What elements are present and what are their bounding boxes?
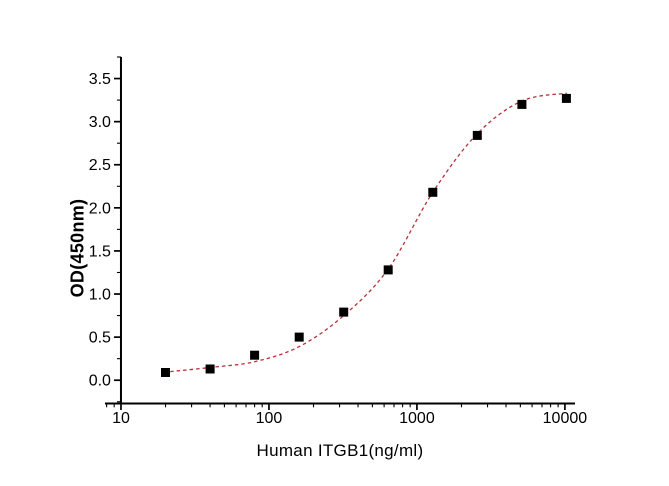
data-point-marker bbox=[428, 187, 438, 197]
data-point-marker bbox=[161, 368, 170, 377]
data-point-marker bbox=[339, 307, 349, 317]
y-tick-label: 2.0 bbox=[89, 200, 111, 217]
x-tick-label: 10000 bbox=[543, 410, 588, 427]
y-tick-label: 1.0 bbox=[89, 287, 111, 304]
x-axis-title: Human ITGB1(ng/ml) bbox=[256, 441, 424, 460]
y-tick-label: 3.5 bbox=[89, 71, 111, 88]
y-tick-label: 1.5 bbox=[89, 243, 111, 260]
x-tick-label: 10 bbox=[112, 410, 130, 427]
data-point-marker bbox=[294, 332, 304, 342]
y-tick-label: 0.0 bbox=[89, 373, 111, 390]
data-point-marker bbox=[472, 130, 482, 140]
data-point-marker bbox=[250, 350, 260, 360]
y-axis-title: OD(450nm) bbox=[67, 198, 88, 298]
x-tick-label: 1000 bbox=[399, 410, 435, 427]
data-point-marker bbox=[561, 93, 571, 103]
fit-curve bbox=[170, 92, 567, 373]
y-tick-label: 2.5 bbox=[89, 157, 111, 174]
x-tick-label: 100 bbox=[256, 410, 283, 427]
data-point-marker bbox=[517, 99, 527, 109]
data-point-marker bbox=[205, 364, 215, 374]
data-point-marker bbox=[383, 265, 393, 275]
y-tick-label: 0.5 bbox=[89, 330, 111, 347]
y-tick-label: 3.0 bbox=[89, 114, 111, 131]
